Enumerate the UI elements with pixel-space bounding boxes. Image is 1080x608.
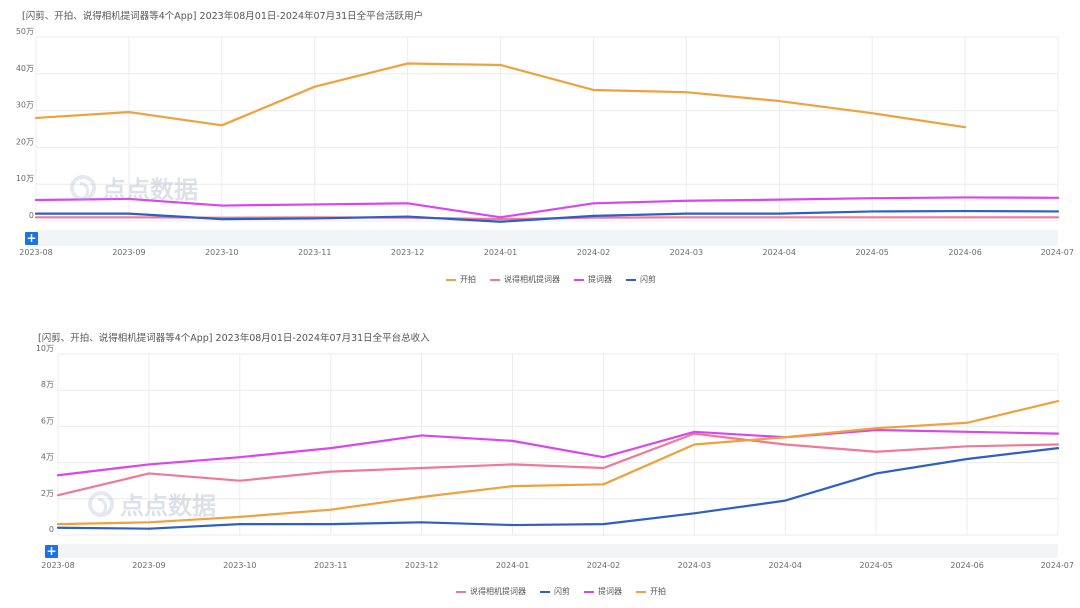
x-tick-label: 2024-06	[948, 248, 981, 257]
x-tick-label: 2023-09	[112, 248, 145, 257]
y-tick-label: 10万	[36, 344, 54, 353]
zoom-slider-band	[58, 544, 1058, 558]
x-tick-label: 2023-08	[41, 561, 74, 570]
y-tick-label: 6万	[41, 416, 54, 425]
legend-item[interactable]: 说得相机提词器	[456, 586, 526, 597]
expand-button[interactable]: +	[25, 231, 38, 245]
x-tick-label: 2023-12	[405, 561, 438, 570]
legend-label: 说得相机提词器	[470, 587, 526, 596]
chart-legend: 开拍 说得相机提词器 提词器 闪剪	[446, 274, 656, 285]
active-users-chart: 0 10万 20万 30万 40万 50万 2023-08 2023-09 2023-10 202…	[16, 27, 1074, 257]
legend-label: 说得相机提词器	[504, 275, 560, 284]
x-tick-label: 2024-01	[484, 248, 517, 257]
revenue-chart: 0 2万 4万 6万 8万 10万 2023-08 2023-09 2023-10 2023-11…	[36, 344, 1074, 570]
legend-item[interactable]: 提词器	[584, 586, 622, 597]
y-tick-label: 0	[29, 211, 34, 220]
legend-item[interactable]: 闪剪	[626, 274, 656, 285]
legend-item[interactable]: 说得相机提词器	[490, 274, 560, 285]
x-tick-label: 2023-12	[391, 248, 424, 257]
y-tick-label: 50万	[16, 27, 34, 36]
x-tick-label: 2024-07	[1041, 248, 1074, 257]
x-tick-label: 2024-04	[769, 561, 802, 570]
legend-swatch	[446, 278, 456, 281]
legend-label: 提词器	[598, 587, 622, 596]
legend-label: 闪剪	[640, 275, 656, 284]
x-tick-label: 2024-07	[1041, 561, 1074, 570]
x-tick-label: 2024-02	[587, 561, 620, 570]
x-tick-label: 2023-11	[298, 248, 331, 257]
y-tick-label: 2万	[41, 489, 54, 498]
legend-swatch	[584, 590, 594, 593]
legend-swatch	[636, 590, 646, 593]
chart-title: [闪剪、开拍、说得相机提词器等4个App] 2023年08月01日-2024年0…	[22, 11, 424, 22]
series-line-shuode	[56, 432, 1060, 497]
legend-item[interactable]: 开拍	[636, 586, 666, 597]
legend-label: 提词器	[588, 275, 612, 284]
series-line-tici	[34, 196, 1060, 219]
legend-label: 开拍	[650, 587, 666, 596]
y-tick-label: 8万	[41, 380, 54, 389]
zoom-slider-band	[36, 230, 1058, 246]
legend-swatch	[540, 590, 550, 593]
x-tick-label: 2023-11	[314, 561, 347, 570]
legend-label: 开拍	[460, 275, 476, 284]
y-tick-label: 40万	[16, 64, 34, 73]
chart-title: [闪剪、开拍、说得相机提词器等4个App] 2023年08月01日-2024年0…	[38, 333, 430, 344]
x-tick-label: 2024-06	[950, 561, 983, 570]
legend-item[interactable]: 开拍	[446, 274, 476, 285]
legend-swatch	[574, 278, 584, 281]
active-users-panel: [闪剪、开拍、说得相机提词器等4个App] 2023年08月01日-2024年0…	[0, 0, 1080, 300]
legend-swatch	[490, 278, 500, 281]
x-tick-label: 2024-05	[859, 561, 892, 570]
x-tick-label: 2024-03	[670, 248, 703, 257]
x-tick-label: 2024-05	[855, 248, 888, 257]
x-tick-label: 2023-10	[205, 248, 238, 257]
x-tick-label: 2024-02	[577, 248, 610, 257]
y-tick-label: 20万	[16, 137, 34, 146]
x-tick-label: 2023-08	[19, 248, 52, 257]
x-tick-label: 2023-09	[132, 561, 165, 570]
x-tick-label: 2024-04	[763, 248, 796, 257]
y-tick-label: 10万	[16, 174, 34, 183]
legend-label: 闪剪	[554, 587, 570, 596]
legend-swatch	[456, 590, 466, 593]
series-line-kaipai	[56, 399, 1060, 526]
legend-swatch	[626, 278, 636, 281]
series-line-tici	[56, 428, 1060, 477]
x-tick-label: 2024-03	[678, 561, 711, 570]
chart-legend: 说得相机提词器 闪剪 提词器 开拍	[456, 586, 666, 597]
y-tick-label: 0	[49, 525, 54, 534]
y-tick-label: 4万	[41, 453, 54, 462]
legend-item[interactable]: 提词器	[574, 274, 612, 285]
x-tick-label: 2024-01	[496, 561, 529, 570]
expand-button[interactable]: +	[45, 544, 58, 558]
series-line-shanjian	[34, 209, 1060, 223]
y-tick-label: 30万	[16, 101, 34, 110]
series-line-kaipai	[34, 62, 967, 129]
x-tick-label: 2023-10	[223, 561, 256, 570]
series-line-shanjian	[56, 447, 1060, 530]
revenue-panel: [闪剪、开拍、说得相机提词器等4个App] 2023年08月01日-2024年0…	[0, 318, 1080, 608]
legend-item[interactable]: 闪剪	[540, 586, 570, 597]
